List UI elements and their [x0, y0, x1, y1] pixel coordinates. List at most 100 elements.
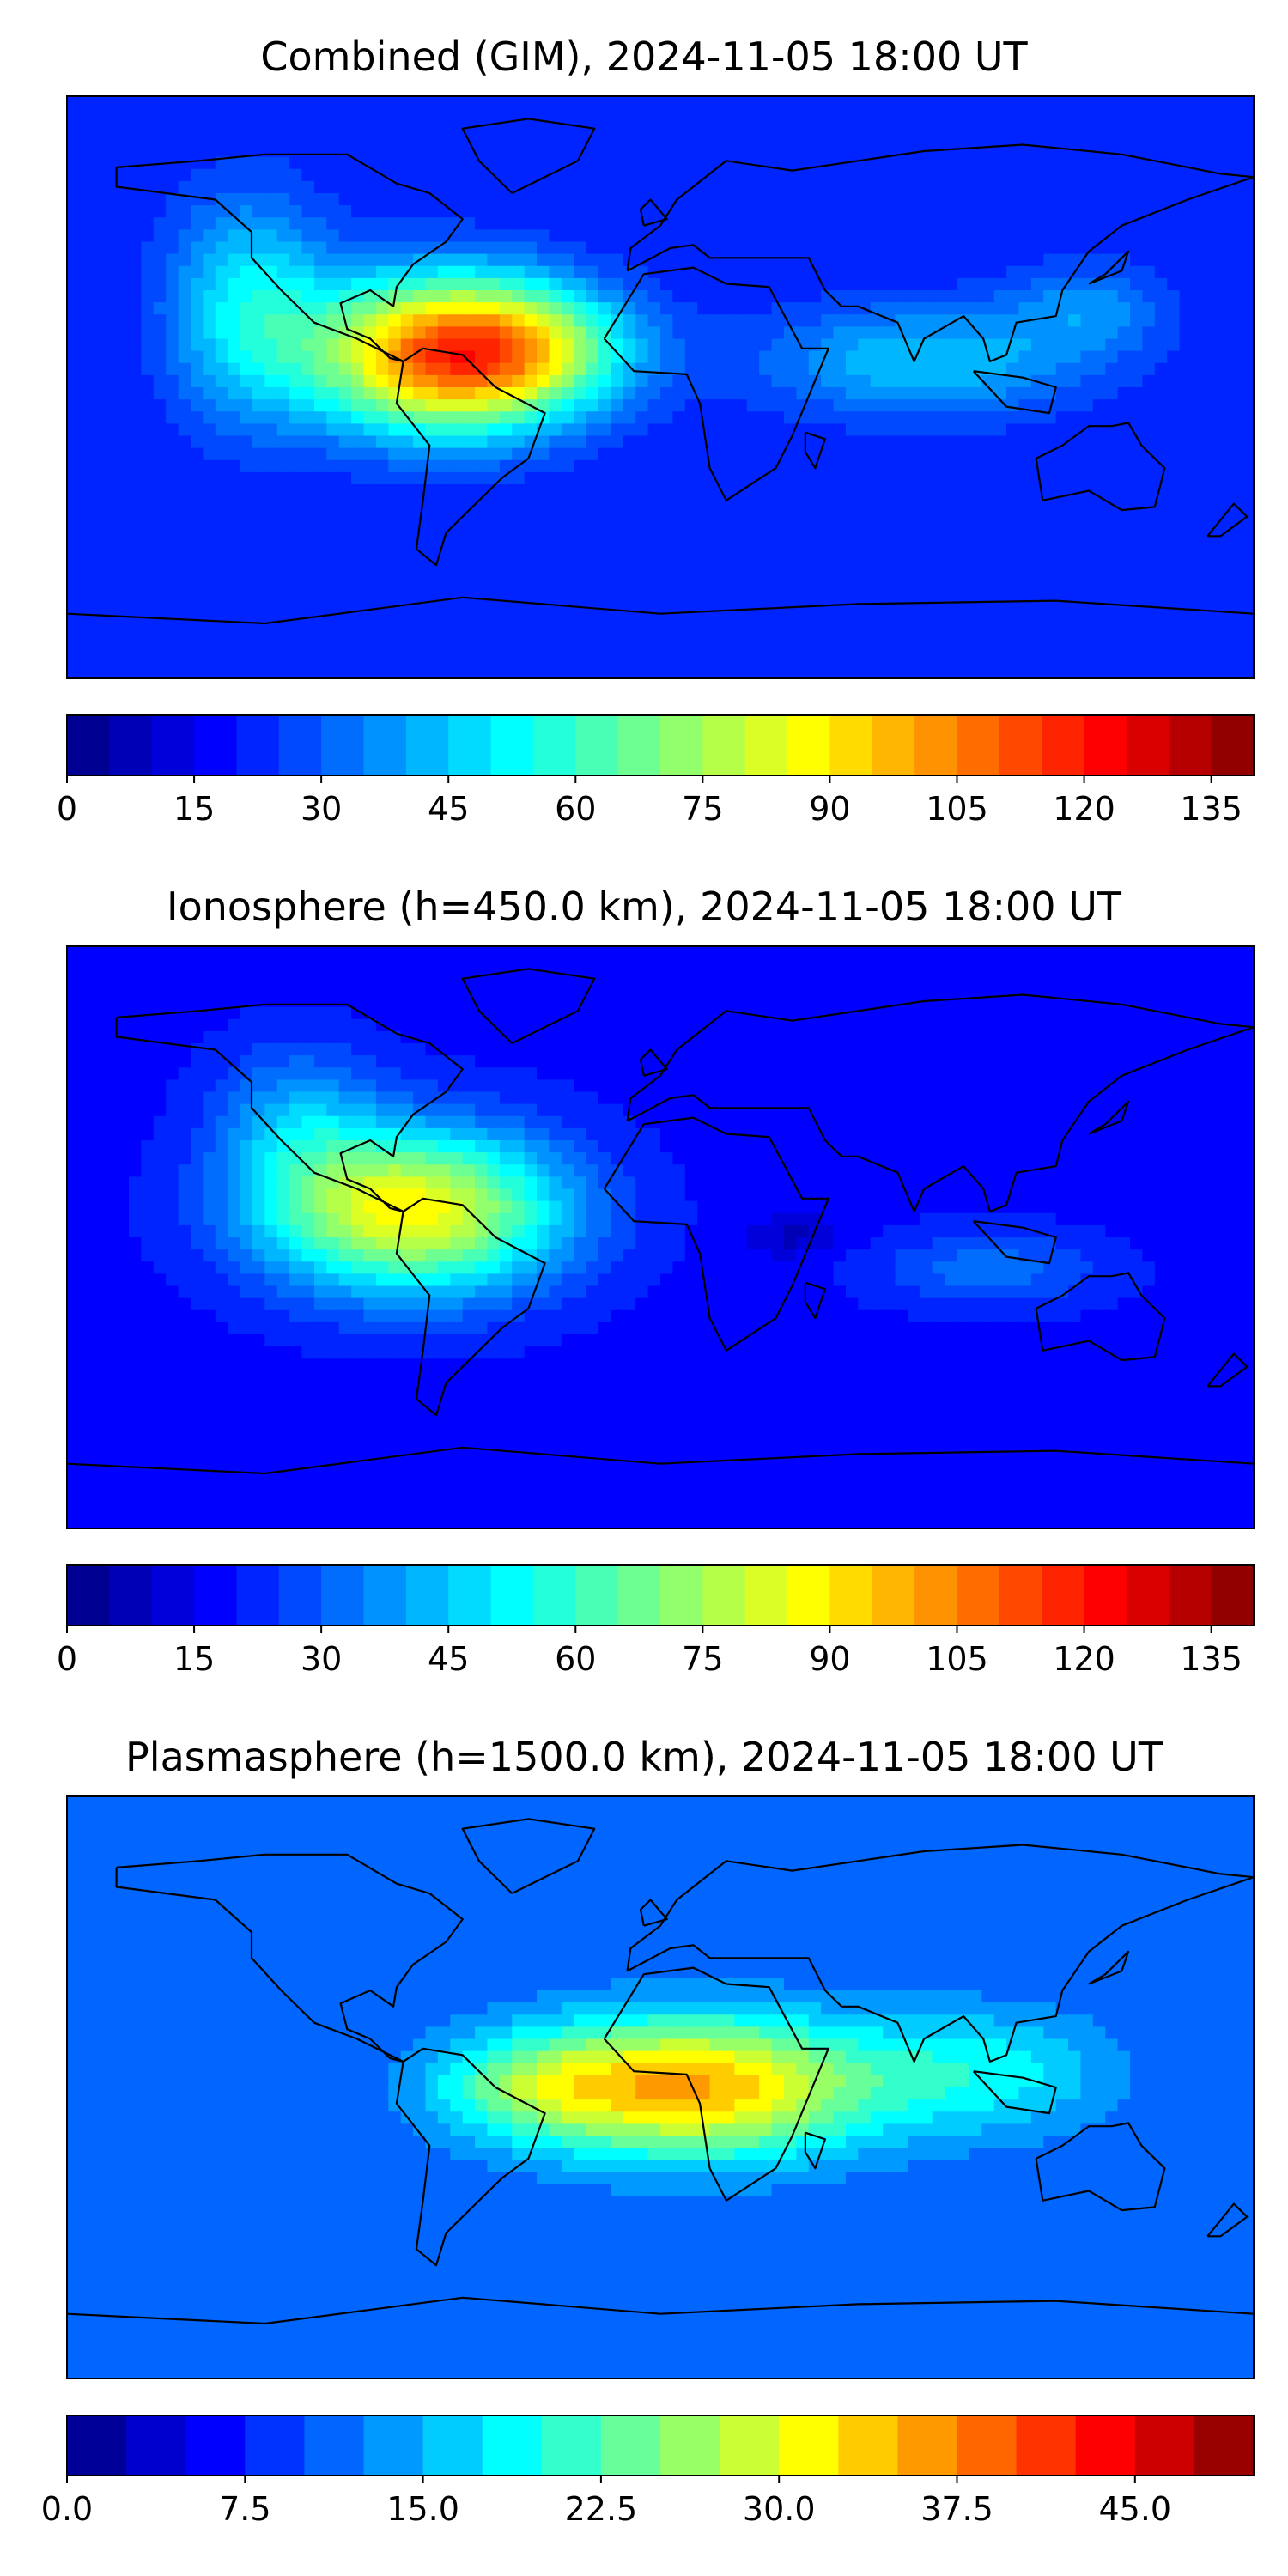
heatmap-cell: [264, 484, 278, 497]
heatmap-cell: [1043, 168, 1057, 182]
heatmap-cell: [1043, 193, 1057, 206]
heatmap-cell: [1105, 277, 1119, 291]
heatmap-cell: [660, 946, 673, 959]
heatmap-cell: [91, 544, 105, 558]
heatmap-cell: [537, 496, 550, 509]
heatmap-cell: [1192, 520, 1206, 534]
heatmap-cell: [104, 144, 118, 158]
heatmap-cell: [969, 326, 982, 340]
heatmap-cell: [672, 168, 686, 182]
heatmap-cell: [1204, 217, 1218, 230]
heatmap-cell: [326, 362, 340, 376]
heatmap-cell: [759, 520, 773, 534]
heatmap-cell: [363, 180, 377, 194]
heatmap-cell: [845, 253, 859, 267]
heatmap-cell: [363, 350, 377, 364]
heatmap-cell: [375, 484, 389, 497]
heatmap-cell: [1216, 156, 1230, 170]
heatmap-cell: [920, 387, 933, 400]
heatmap-cell: [684, 435, 698, 449]
heatmap-cell: [289, 593, 303, 606]
heatmap-cell: [549, 350, 562, 364]
heatmap-cell: [153, 193, 167, 206]
heatmap-cell: [1192, 290, 1206, 303]
heatmap-cell: [1006, 205, 1020, 218]
heatmap-cell: [153, 958, 167, 971]
heatmap-cell: [203, 338, 216, 352]
heatmap-cell: [684, 946, 698, 959]
heatmap-cell: [746, 350, 760, 364]
heatmap-cell: [549, 508, 562, 521]
heatmap-cell: [203, 411, 216, 424]
heatmap-cell: [586, 411, 599, 424]
heatmap-cell: [91, 362, 105, 376]
heatmap-cell: [1018, 605, 1032, 618]
heatmap-cell: [635, 120, 649, 133]
heatmap-cell: [672, 508, 686, 521]
heatmap-cell: [240, 120, 253, 133]
heatmap-cell: [128, 362, 142, 376]
heatmap-cell: [623, 156, 636, 170]
heatmap-cell: [475, 617, 489, 631]
heatmap-cell: [128, 970, 142, 983]
heatmap-cell: [400, 653, 414, 667]
heatmap-cell: [932, 508, 945, 521]
heatmap-cell: [932, 265, 945, 279]
heatmap-cell: [524, 326, 538, 340]
heatmap-cell: [1055, 253, 1069, 267]
heatmap-cell: [301, 946, 315, 959]
heatmap-cell: [623, 374, 636, 388]
heatmap-cell: [1130, 496, 1144, 509]
heatmap-cell: [623, 277, 636, 291]
heatmap-cell: [945, 435, 958, 449]
heatmap-cell: [1030, 435, 1044, 449]
heatmap-cell: [450, 277, 464, 291]
heatmap-cell: [203, 253, 216, 267]
heatmap-cell: [203, 144, 216, 158]
heatmap-cell: [104, 374, 118, 388]
heatmap-cell: [437, 665, 451, 679]
heatmap-cell: [400, 556, 414, 570]
heatmap-cell: [1068, 459, 1082, 473]
heatmap-cell: [1229, 338, 1242, 352]
heatmap-cell: [203, 958, 216, 971]
heatmap-cell: [771, 593, 785, 606]
heatmap-cell: [660, 411, 673, 424]
heatmap-cell: [895, 520, 908, 534]
heatmap-cell: [338, 447, 352, 461]
heatmap-cell: [475, 970, 489, 983]
heatmap-cell: [821, 193, 835, 206]
heatmap-cell: [400, 96, 414, 109]
heatmap-cell: [660, 605, 673, 618]
heatmap-cell: [425, 241, 439, 255]
heatmap-cell: [1154, 253, 1168, 267]
heatmap-cell: [252, 556, 265, 570]
heatmap-cell: [1204, 96, 1218, 109]
heatmap-cell: [771, 338, 785, 352]
heatmap-cell: [1130, 362, 1144, 376]
heatmap-cell: [647, 447, 661, 461]
heatmap-cell: [240, 459, 253, 473]
heatmap-cell: [1092, 290, 1106, 303]
heatmap-cell: [1055, 423, 1069, 437]
heatmap-cell: [635, 484, 649, 497]
heatmap-cell: [1229, 374, 1242, 388]
heatmap-cell: [721, 653, 735, 667]
heatmap-cell: [833, 605, 847, 618]
heatmap-cell: [351, 399, 365, 412]
heatmap-cell: [957, 217, 970, 230]
heatmap-cell: [116, 958, 130, 971]
heatmap-cell: [499, 423, 513, 437]
heatmap-cell: [450, 338, 464, 352]
heatmap-cell: [1006, 471, 1020, 485]
heatmap-cell: [425, 665, 439, 679]
heatmap-cell: [313, 241, 327, 255]
heatmap-cell: [499, 484, 513, 497]
heatmap-cell: [907, 120, 920, 133]
heatmap-cell: [1043, 423, 1057, 437]
heatmap-cell: [611, 205, 624, 218]
heatmap-cell: [1130, 374, 1144, 388]
heatmap-cell: [883, 193, 896, 206]
heatmap-cell: [524, 156, 538, 170]
heatmap-cell: [883, 132, 896, 146]
